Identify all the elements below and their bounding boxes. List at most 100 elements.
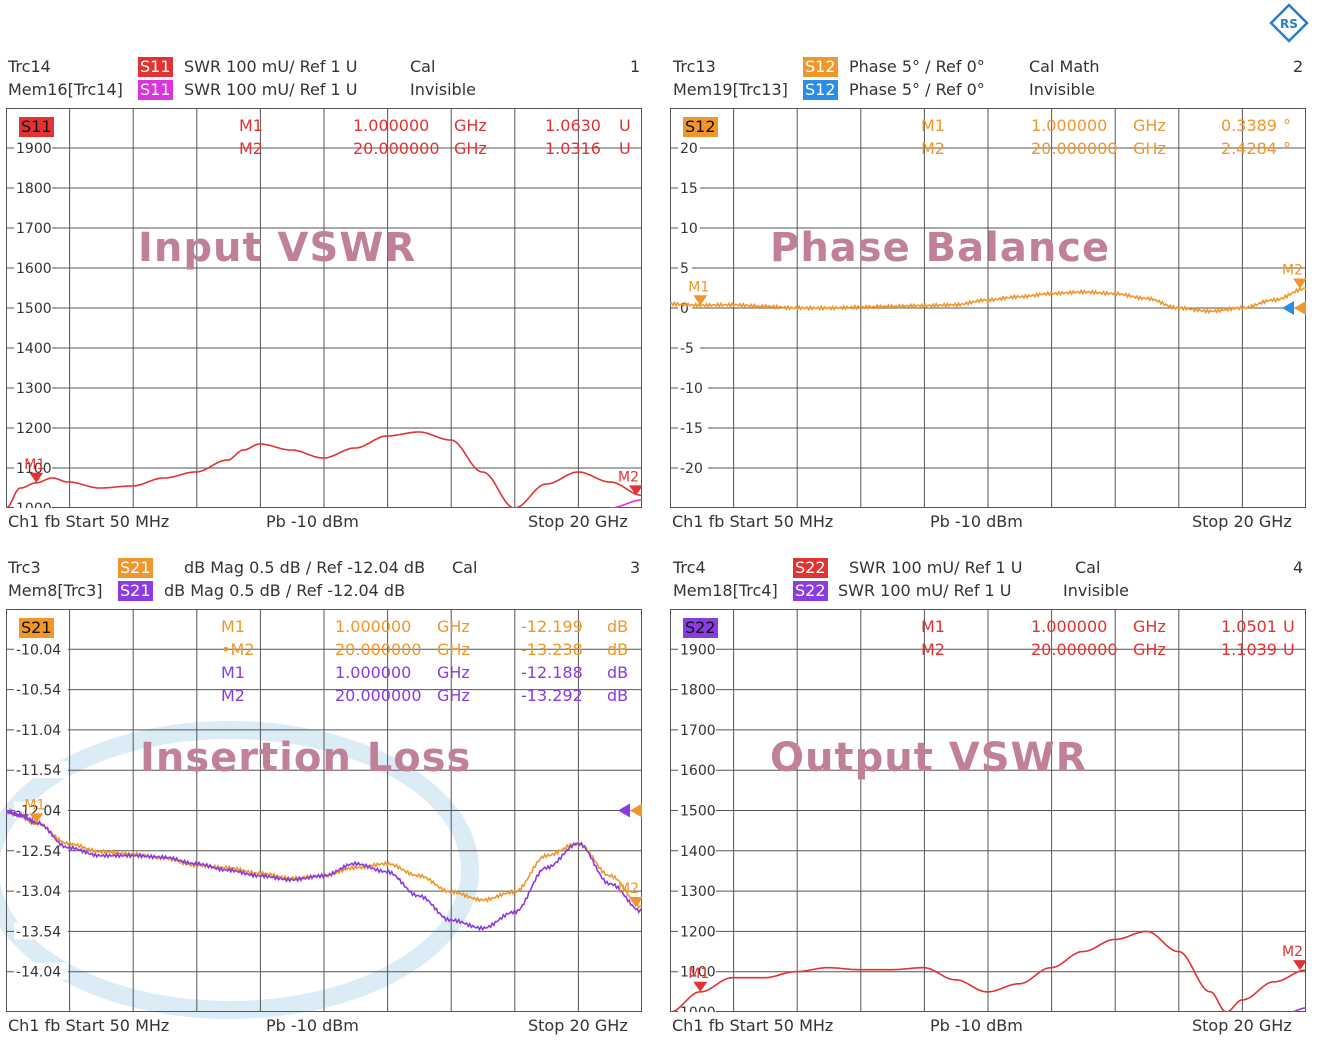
active-trace-tag[interactable]: S12 bbox=[683, 117, 718, 137]
memory-tag[interactable]: S22 bbox=[793, 581, 828, 601]
tick-bg bbox=[14, 379, 52, 396]
marker-m2-icon[interactable] bbox=[1293, 278, 1306, 289]
memory-format[interactable]: Phase 5° / Ref 0° bbox=[849, 80, 985, 99]
trace-status: Cal bbox=[1075, 558, 1101, 577]
tick-bg bbox=[678, 339, 700, 356]
tick-bg bbox=[14, 882, 68, 900]
stop-frequency: Stop 20 GHz bbox=[528, 1016, 628, 1035]
marker-value-unit: dB bbox=[607, 663, 629, 682]
trace-line-s21 bbox=[6, 807, 642, 909]
marker-frequency: 1.000000 bbox=[1031, 617, 1108, 636]
marker-m1-icon[interactable] bbox=[29, 472, 44, 483]
y-tick-label: 0 bbox=[680, 301, 689, 317]
marker-m1-icon[interactable] bbox=[693, 295, 708, 306]
marker-label: M1 bbox=[24, 797, 45, 813]
tick-bg bbox=[678, 841, 716, 859]
channel-start: Ch1 fb Start 50 MHz bbox=[672, 512, 834, 531]
trace-tag[interactable]: S22 bbox=[793, 558, 828, 578]
marker-label: M1 bbox=[24, 457, 45, 473]
y-tick-label: 1000 bbox=[680, 1005, 716, 1012]
marker-name: M1 bbox=[221, 617, 245, 636]
marker-name: M1 bbox=[921, 617, 945, 636]
memory-tag[interactable]: S11 bbox=[138, 80, 173, 100]
marker-label: M1 bbox=[688, 279, 709, 295]
marker-frequency: 20.000000 bbox=[353, 139, 440, 158]
marker-m2-icon[interactable] bbox=[629, 897, 642, 908]
marker-freq-unit: GHz bbox=[1133, 617, 1166, 636]
trace-format[interactable]: SWR 100 mU/ Ref 1 U bbox=[849, 558, 1023, 577]
marker-freq-unit: GHz bbox=[437, 686, 470, 705]
ref-arrow-trace-icon[interactable] bbox=[630, 803, 642, 818]
marker-name: M1 bbox=[221, 663, 245, 682]
y-tick-label: -20 bbox=[680, 461, 703, 477]
trace-format[interactable]: Phase 5° / Ref 0° bbox=[849, 57, 985, 76]
trace-format[interactable]: SWR 100 mU/ Ref 1 U bbox=[184, 57, 358, 76]
tick-bg bbox=[14, 962, 68, 980]
channel-start: Ch1 fb Start 50 MHz bbox=[8, 1016, 170, 1035]
ref-arrow-trace-icon[interactable] bbox=[1294, 301, 1306, 315]
marker-value: 0.3389 bbox=[1221, 116, 1277, 135]
plot-svg: 1900180017001600150014001300120011001000… bbox=[6, 108, 642, 508]
memory-name: Mem16[Trc14] bbox=[8, 80, 123, 99]
memory-status: Invisible bbox=[410, 80, 476, 99]
active-trace-tag[interactable]: S11 bbox=[19, 117, 54, 137]
plot-area[interactable]: 20 15 10 5 0 -5 -10 -15 -20 M1 M2 S12 M1 1.000000 GHz 0… bbox=[670, 108, 1306, 508]
marker-name: M2 bbox=[921, 640, 945, 659]
chart-title: Output VSWR bbox=[770, 735, 1088, 781]
memory-name: Mem8[Trc3] bbox=[8, 581, 103, 600]
tick-bg bbox=[678, 459, 708, 476]
marker-m1-icon[interactable] bbox=[693, 981, 708, 992]
diagram-number: 1 bbox=[630, 57, 641, 76]
tick-bg bbox=[14, 841, 68, 859]
memory-format[interactable]: SWR 100 mU/ Ref 1 U bbox=[838, 581, 1012, 600]
trace-tag[interactable]: S12 bbox=[803, 57, 838, 77]
y-tick-label: 1900 bbox=[680, 642, 716, 658]
y-tick-label: 1700 bbox=[680, 723, 716, 739]
active-trace-tag[interactable]: S21 bbox=[19, 618, 54, 638]
y-tick-label: -14.04 bbox=[16, 965, 61, 981]
ref-arrow-memory-icon[interactable] bbox=[1282, 301, 1294, 315]
trace-tag[interactable]: S11 bbox=[138, 57, 173, 77]
plot-area[interactable]: -10.04 -10.54 -11.04 -11.54 -12.04 -12.54 -13.… bbox=[6, 609, 642, 1012]
memory-format[interactable]: dB Mag 0.5 dB / Ref -12.04 dB bbox=[164, 581, 406, 600]
tick-bg bbox=[678, 962, 716, 980]
marker-frequency: 20.000000 bbox=[335, 686, 422, 705]
marker-m2-icon[interactable] bbox=[1293, 960, 1306, 971]
trace-name: Trc13 bbox=[673, 57, 716, 76]
memory-tag[interactable]: S12 bbox=[803, 80, 838, 100]
tick-bg bbox=[678, 379, 708, 396]
ref-arrow-memory-icon[interactable] bbox=[618, 803, 630, 818]
svg-text:RS: RS bbox=[1280, 17, 1298, 31]
y-tick-label: 1900 bbox=[16, 141, 52, 157]
marker-m1-icon[interactable] bbox=[29, 813, 44, 824]
marker-frequency: 1.000000 bbox=[1031, 116, 1108, 135]
trace-line-s11 bbox=[6, 431, 642, 508]
marker-label: M2 bbox=[1282, 944, 1303, 960]
plot-svg: -10.04-10.54-11.04-11.54-12.04-12.54-13.… bbox=[6, 609, 642, 1012]
marker-value-unit: ° bbox=[1283, 116, 1291, 135]
marker-m2-icon[interactable] bbox=[629, 485, 642, 496]
plot-area[interactable]: 1900180017001600150014001300120011001000… bbox=[670, 609, 1306, 1012]
y-tick-label: -11.04 bbox=[16, 723, 61, 739]
plot-svg: 20 15 10 5 0 -5 -10 -15 -20 M1 M2 bbox=[670, 108, 1306, 508]
stop-frequency: Stop 20 GHz bbox=[528, 512, 628, 531]
tick-bg bbox=[678, 259, 692, 276]
chart-title: Phase Balance bbox=[770, 225, 1111, 271]
tick-bg bbox=[678, 419, 708, 436]
marker-value-unit: U bbox=[619, 116, 631, 135]
trace-format[interactable]: dB Mag 0.5 dB / Ref -12.04 dB bbox=[184, 558, 426, 577]
y-tick-label: 1300 bbox=[680, 884, 716, 900]
active-trace-tag[interactable]: S22 bbox=[683, 618, 718, 638]
memory-format[interactable]: SWR 100 mU/ Ref 1 U bbox=[184, 80, 358, 99]
marker-value: 1.0501 bbox=[1221, 617, 1277, 636]
y-tick-label: 1800 bbox=[680, 683, 716, 699]
trace-tag[interactable]: S21 bbox=[118, 558, 153, 578]
y-tick-label: 1200 bbox=[16, 421, 52, 437]
power-level: Pb -10 dBm bbox=[266, 1016, 359, 1035]
marker-freq-unit: GHz bbox=[1133, 139, 1166, 158]
marker-freq-unit: GHz bbox=[437, 617, 470, 636]
memory-tag[interactable]: S21 bbox=[118, 581, 153, 601]
plot-area[interactable]: 1900180017001600150014001300120011001000… bbox=[6, 108, 642, 508]
channel-start: Ch1 fb Start 50 MHz bbox=[8, 512, 170, 531]
marker-value-unit: ° bbox=[1283, 139, 1291, 158]
